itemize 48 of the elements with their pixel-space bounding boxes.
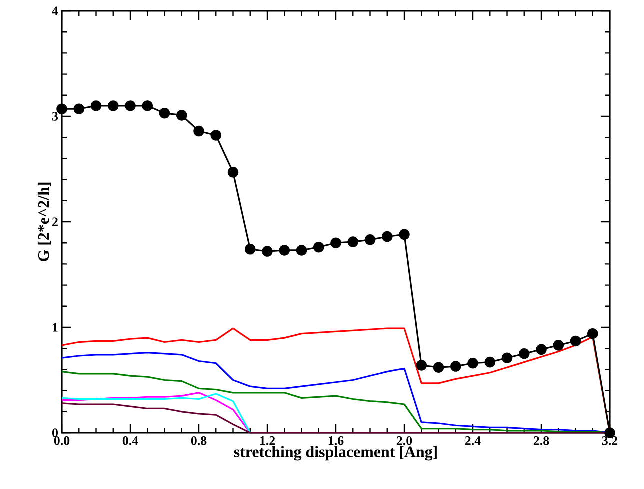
point — [484, 356, 496, 368]
point — [330, 238, 342, 248]
point — [56, 104, 68, 114]
x-tick-label: 0.8 — [191, 436, 207, 446]
point — [382, 231, 393, 242]
point — [244, 244, 256, 255]
x-tick-label: 3.2 — [602, 436, 618, 446]
point — [228, 167, 239, 178]
y-tick-label: 1 — [53, 323, 58, 332]
point — [587, 328, 598, 340]
point — [74, 104, 85, 114]
point — [502, 352, 513, 364]
point — [348, 236, 359, 248]
y-tick-label: 2 — [52, 218, 58, 226]
point — [296, 245, 308, 256]
x-tick-label: 0.0 — [54, 436, 70, 446]
point — [518, 348, 530, 360]
point — [536, 344, 547, 356]
point — [210, 130, 222, 141]
x-tick-label: 0.4 — [122, 436, 138, 446]
x-tick-label: 2.8 — [534, 436, 550, 446]
x-tick-label: 1.6 — [328, 436, 344, 446]
point — [570, 336, 582, 347]
point — [159, 108, 170, 119]
point — [364, 234, 376, 246]
x-axis-title: stretching displacement [Ang] — [234, 446, 437, 461]
x-tick-label: 1.2 — [260, 436, 276, 446]
point — [313, 242, 324, 253]
point — [279, 245, 290, 256]
x-tick-label: 2.4 — [465, 436, 481, 446]
point — [553, 340, 564, 351]
y-tick-label: 3 — [52, 112, 58, 121]
point — [125, 100, 136, 112]
y-axis-title: G [2*e^2/h] — [38, 182, 52, 262]
point — [450, 361, 462, 372]
point — [194, 126, 204, 137]
point — [399, 229, 410, 240]
point — [90, 100, 102, 112]
point — [108, 100, 119, 112]
point — [416, 360, 428, 371]
point — [468, 358, 478, 369]
y-tick-label: 4 — [52, 6, 58, 16]
y-tick-label: 0 — [52, 428, 58, 438]
point — [262, 246, 273, 257]
point — [176, 110, 188, 121]
point — [142, 100, 154, 112]
point — [433, 362, 444, 373]
x-tick-label: 2.0 — [396, 436, 412, 446]
